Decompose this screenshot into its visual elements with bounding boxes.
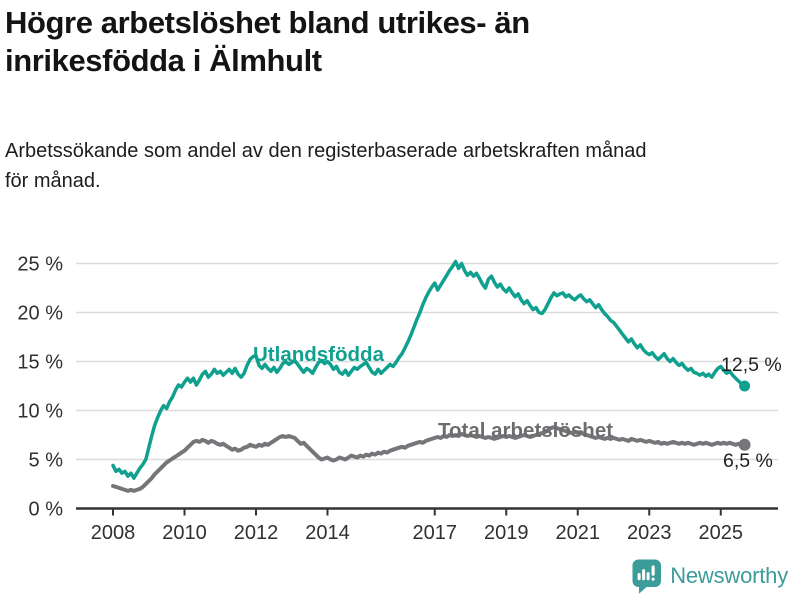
y-tick-label: 20 %: [17, 303, 63, 325]
y-tick-label: 25 %: [17, 254, 63, 276]
series-line-utlandsfodda: [111, 259, 747, 480]
bar-chart-speech-bubble-icon: [632, 559, 662, 594]
labels-group: 0 % 5 % 10 % 15 % 20 % 25 % 2008 2010 2012 2014 20…: [17, 254, 781, 545]
bar-tall-icon: [642, 569, 646, 581]
exclamation-dot-icon: [651, 577, 655, 581]
x-tick-label: 2021: [556, 522, 601, 544]
series-group: [111, 259, 751, 493]
x-tick-label: 2023: [627, 522, 672, 544]
x-tick-label: 2012: [234, 522, 279, 544]
series-line-total: [111, 425, 747, 493]
gridlines-group: [76, 262, 778, 461]
y-tick-label: 5 %: [29, 450, 64, 472]
title-line-2: inrikesfödda i Älmhult: [5, 43, 322, 78]
bar-small-icon: [637, 573, 641, 581]
x-tick-label: 2019: [484, 522, 529, 544]
y-tick-label: 15 %: [17, 352, 63, 374]
x-tick-label: 2010: [162, 522, 207, 544]
exclamation-bar-icon: [651, 565, 655, 576]
chart-subtitle: Arbetssökande som andel av den registerb…: [5, 136, 785, 196]
axis-group: [76, 507, 778, 516]
x-tick-label: 2008: [91, 522, 136, 544]
y-tick-label: 10 %: [17, 401, 63, 423]
newsworthy-logo: Newsworthy: [631, 558, 788, 594]
subtitle-line-2: för månad.: [5, 170, 101, 192]
series-label: Utlandsfödda: [253, 343, 385, 366]
x-tick-label: 2025: [699, 522, 744, 544]
series-end-dot-utlandsfodda: [739, 380, 751, 392]
x-tick-label: 2014: [305, 522, 350, 544]
x-tick-label: 2017: [413, 522, 458, 544]
y-tick-label: 0 %: [29, 499, 64, 521]
brand-name: Newsworthy: [670, 563, 788, 588]
page-title: Högre arbetslöshet bland utrikes- än inr…: [5, 4, 785, 80]
bar-medium-icon: [646, 572, 650, 581]
subtitle-line-1: Arbetssökande som andel av den registerb…: [5, 140, 647, 162]
end-value-annotation: 12,5 %: [721, 354, 782, 376]
end-value-annotation: 6,5 %: [723, 450, 773, 472]
series-label: Total arbetslöshet: [438, 419, 613, 442]
series-end-dot-total: [738, 438, 751, 451]
title-line-1: Högre arbetslöshet bland utrikes- än: [5, 5, 530, 40]
